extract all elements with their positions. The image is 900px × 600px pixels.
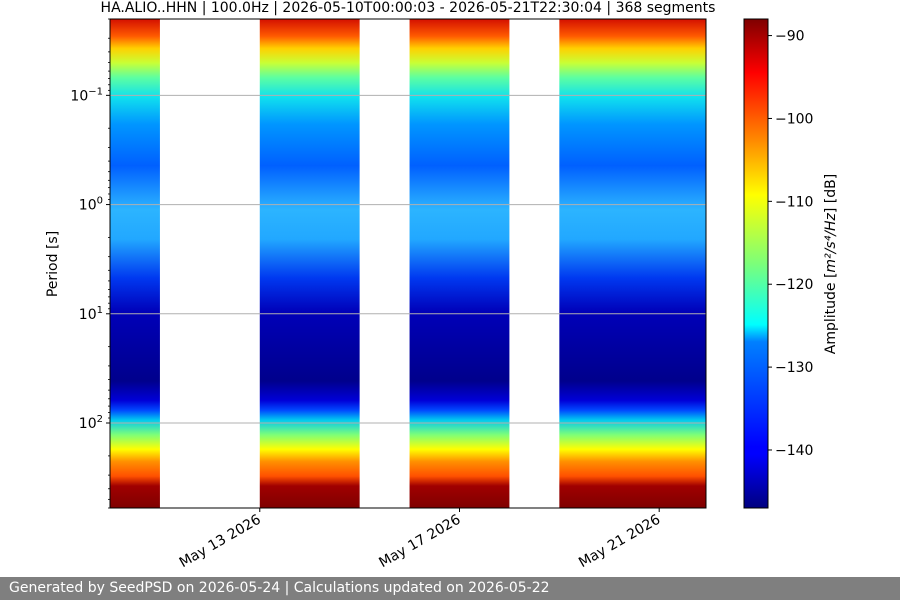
data-spans	[109, 19, 706, 508]
spectrogram-chart: HA.ALIO..HHN | 100.0Hz | 2026-05-10T00:0…	[45, 0, 839, 572]
colorbar-tick-label-5: −130	[775, 360, 813, 376]
x-tick-label-2: May 17 2026	[376, 512, 463, 572]
data-span-4	[559, 19, 706, 508]
colorbar-tick-label-4: −120	[775, 277, 813, 293]
chart-title: HA.ALIO..HHN | 100.0Hz | 2026-05-10T00:0…	[101, 0, 716, 16]
y-tick-label-4: 102	[79, 414, 103, 432]
x-tick-label-1: May 13 2026	[177, 512, 264, 572]
data-span-1	[109, 19, 160, 508]
footer-text: Generated by SeedPSD on 2026-05-24 | Cal…	[9, 580, 550, 596]
colorbar-tick-label-1: −90	[775, 29, 805, 45]
colorbar	[743, 18, 769, 509]
footer-bar: Generated by SeedPSD on 2026-05-24 | Cal…	[0, 577, 900, 600]
y-tick-label-3: 101	[79, 305, 103, 323]
colorbar-tick-label-2: −100	[775, 111, 813, 127]
y-tick-label-1: 10−1	[70, 86, 103, 104]
data-span-2	[259, 19, 360, 508]
y-axis-label: Period [s]	[45, 231, 61, 297]
colorbar-tick-label-6: −140	[775, 443, 813, 459]
x-tick-label-3: May 21 2026	[576, 512, 663, 572]
data-span-3	[409, 19, 510, 508]
plot-frame	[109, 18, 707, 509]
colorbar-label: Amplitude [m²/s⁴/Hz] [dB]	[823, 174, 839, 354]
grid-lines	[110, 94, 706, 424]
colorbar-label-math: m²/s⁴/Hz	[823, 212, 839, 272]
y-axis: 10−1 100 101 102	[70, 18, 110, 509]
colorbar-ticks: −90 −100 −110 −120 −130 −140	[768, 29, 813, 459]
y-tick-label-2: 100	[79, 196, 103, 214]
colorbar-tick-label-3: −110	[775, 194, 813, 210]
x-axis: May 13 2026 May 17 2026 May 21 2026	[177, 508, 663, 572]
colorbar-label-suffix: ] [dB]	[823, 174, 839, 213]
colorbar-label-prefix: Amplitude [	[823, 273, 839, 355]
